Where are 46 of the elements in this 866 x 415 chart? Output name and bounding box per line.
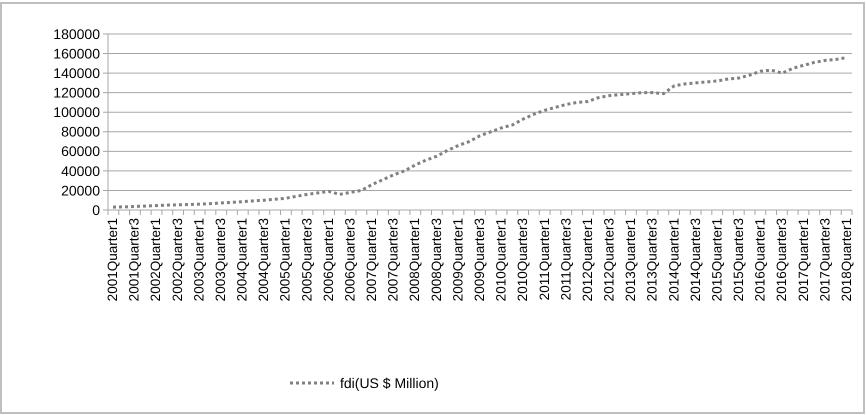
x-tick-label: 2001Quarter1 [105, 218, 120, 302]
x-tick-label: 2012Quarter1 [580, 218, 595, 302]
y-tick-label: 20000 [61, 182, 100, 198]
x-tick-label: 2013Quarter1 [623, 218, 638, 302]
x-tick-label: 2006Quarter3 [342, 218, 358, 302]
x-tick-label: 2007Quarter3 [386, 218, 401, 302]
x-tick-label: 2002Quarter3 [170, 218, 185, 302]
x-tick-label: 2004Quarter1 [234, 218, 250, 302]
y-tick-label: 180000 [53, 26, 100, 42]
x-tick-label: 2008Quarter1 [407, 218, 422, 302]
x-tick-label: 2011Quarter3 [558, 218, 574, 300]
x-tick-label: 2004Quarter3 [256, 218, 272, 302]
y-tick-label: 160000 [53, 45, 100, 62]
legend-label: fdi(US $ Million) [340, 374, 439, 391]
x-tick-label: 2017Quarter1 [796, 218, 811, 302]
x-tick-label: 2010Quarter1 [494, 218, 509, 302]
x-tick-label: 2015Quarter3 [731, 218, 746, 302]
y-tick-label: 40000 [61, 162, 100, 179]
x-tick-label: 2006Quarter1 [320, 218, 336, 302]
y-tick-label: 100000 [53, 104, 100, 120]
x-tick-label: 2012Quarter3 [602, 218, 617, 302]
x-tick-label: 2014Quarter3 [688, 218, 703, 302]
y-tick-label: 120000 [53, 84, 100, 101]
x-tick-label: 2003Quarter3 [212, 218, 228, 302]
x-tick-label: 2002Quarter1 [148, 218, 164, 302]
x-tick-label: 2011Quarter1 [536, 218, 552, 300]
x-tick-label: 2017Quarter3 [817, 218, 832, 302]
x-tick-label: 2001Quarter3 [126, 218, 142, 302]
x-tick-label: 2009Quarter3 [472, 218, 487, 302]
x-tick-label: 2010Quarter3 [515, 218, 530, 302]
x-tick-label: 2016Quarter3 [774, 218, 790, 302]
y-tick-label: 80000 [61, 124, 100, 140]
x-tick-label: 2014Quarter1 [666, 218, 682, 302]
x-tick-label: 2003Quarter1 [191, 218, 206, 302]
x-tick-label: 2013Quarter3 [644, 218, 660, 302]
x-tick-label: 2005Quarter1 [278, 218, 293, 302]
y-tick-label: 60000 [61, 143, 100, 160]
x-tick-label: 2015Quarter1 [709, 218, 724, 302]
x-tick-label: 2009Quarter1 [450, 218, 466, 302]
x-tick-label: 2008Quarter3 [428, 218, 444, 302]
x-tick-label: 2005Quarter3 [299, 218, 314, 302]
x-tick-label: 2016Quarter1 [752, 218, 768, 302]
x-tick-label: 2007Quarter1 [364, 218, 380, 302]
y-tick-label: 0 [92, 202, 100, 218]
x-tick-label: 2018Quarter1 [839, 218, 854, 302]
y-tick-label: 140000 [53, 65, 100, 82]
